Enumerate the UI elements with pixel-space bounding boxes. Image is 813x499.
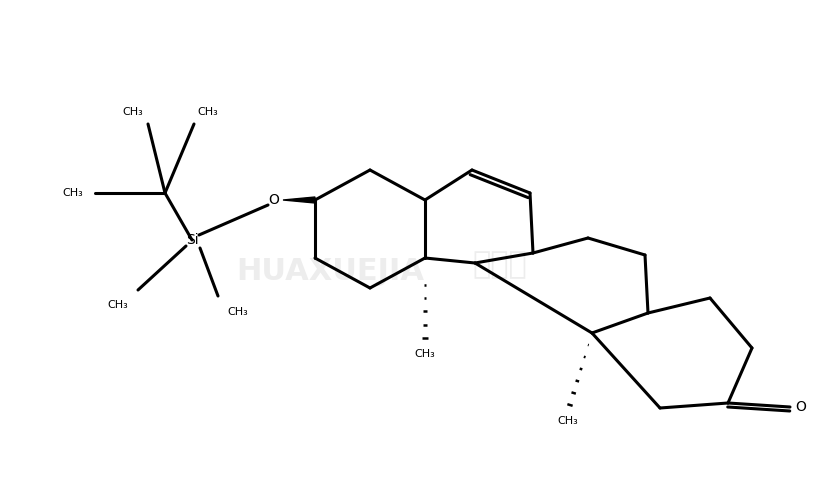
Text: Si: Si [185,233,198,247]
Text: CH₃: CH₃ [415,349,436,359]
Text: O: O [795,400,806,414]
Text: CH₃: CH₃ [228,307,249,317]
Text: 化学加: 化学加 [472,250,528,279]
Text: CH₃: CH₃ [63,188,84,198]
Text: CH₃: CH₃ [198,107,219,117]
Text: CH₃: CH₃ [107,300,128,310]
Text: HUAXUEJIA: HUAXUEJIA [236,257,424,286]
Text: CH₃: CH₃ [123,107,143,117]
Text: CH₃: CH₃ [558,416,578,426]
Polygon shape [283,197,315,203]
Text: O: O [268,193,280,207]
